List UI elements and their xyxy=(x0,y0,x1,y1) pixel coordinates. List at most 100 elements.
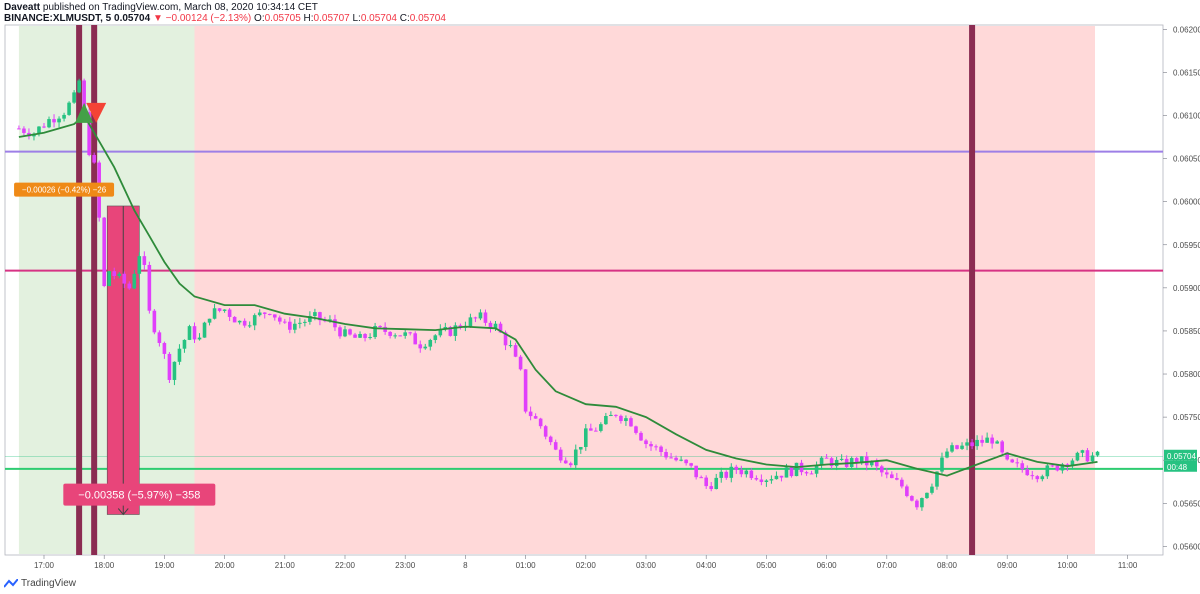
candle[interactable] xyxy=(985,437,989,443)
candle[interactable] xyxy=(162,342,167,354)
candle[interactable] xyxy=(438,329,443,336)
candle[interactable] xyxy=(854,458,859,464)
candle[interactable] xyxy=(955,445,959,449)
candle[interactable] xyxy=(533,416,538,419)
candle[interactable] xyxy=(624,418,628,422)
candle[interactable] xyxy=(518,356,523,370)
candle[interactable] xyxy=(348,329,352,335)
candle[interactable] xyxy=(177,348,182,362)
candle[interactable] xyxy=(428,339,433,347)
candle[interactable] xyxy=(674,457,678,461)
candle[interactable] xyxy=(343,329,347,337)
candle[interactable] xyxy=(784,467,789,478)
candle[interactable] xyxy=(664,452,668,458)
candle[interactable] xyxy=(684,459,688,464)
candle[interactable] xyxy=(864,456,869,466)
candle[interactable] xyxy=(368,337,372,339)
candle[interactable] xyxy=(694,465,698,478)
candle[interactable] xyxy=(769,479,774,481)
candle[interactable] xyxy=(834,459,839,467)
candle[interactable] xyxy=(358,334,362,338)
candle[interactable] xyxy=(293,323,297,330)
candle[interactable] xyxy=(935,471,939,487)
candle[interactable] xyxy=(197,337,202,340)
candle[interactable] xyxy=(679,459,683,461)
candle[interactable] xyxy=(448,326,453,336)
sell-signal-icon[interactable] xyxy=(86,102,107,123)
candle[interactable] xyxy=(503,332,508,346)
candle[interactable] xyxy=(704,477,708,487)
candle[interactable] xyxy=(328,319,332,321)
candle[interactable] xyxy=(137,256,142,274)
candle[interactable] xyxy=(699,477,703,479)
candle[interactable] xyxy=(1020,463,1025,470)
candle[interactable] xyxy=(990,437,994,444)
candle[interactable] xyxy=(869,461,874,466)
buy-signal-icon[interactable] xyxy=(75,102,94,123)
candle[interactable] xyxy=(945,451,949,458)
candle[interactable] xyxy=(779,475,784,478)
candle[interactable] xyxy=(82,80,86,113)
candle[interactable] xyxy=(117,273,122,276)
author-name[interactable]: Daveatt xyxy=(4,2,41,13)
candle[interactable] xyxy=(478,312,483,319)
candle[interactable] xyxy=(308,315,312,322)
candle[interactable] xyxy=(589,428,593,431)
candle[interactable] xyxy=(493,323,498,329)
candle[interactable] xyxy=(548,436,553,443)
candle[interactable] xyxy=(578,446,583,450)
candle[interactable] xyxy=(252,315,257,326)
candle[interactable] xyxy=(789,467,794,477)
candle[interactable] xyxy=(558,449,563,461)
candle[interactable] xyxy=(453,325,458,336)
candle[interactable] xyxy=(809,473,814,475)
candle[interactable] xyxy=(338,327,342,337)
candle[interactable] xyxy=(42,126,46,128)
candle[interactable] xyxy=(995,441,999,444)
candle[interactable] xyxy=(940,457,944,472)
candle[interactable] xyxy=(759,479,764,482)
candle[interactable] xyxy=(910,496,914,501)
candle[interactable] xyxy=(925,492,929,499)
candle[interactable] xyxy=(92,155,96,163)
candle[interactable] xyxy=(819,457,824,466)
candle[interactable] xyxy=(930,486,934,493)
candle[interactable] xyxy=(975,439,979,447)
candle[interactable] xyxy=(614,414,618,416)
candle[interactable] xyxy=(247,325,252,327)
candle[interactable] xyxy=(754,478,759,480)
candle[interactable] xyxy=(17,128,21,130)
candle[interactable] xyxy=(433,335,438,340)
candle[interactable] xyxy=(920,498,924,508)
candle[interactable] xyxy=(403,332,407,336)
candle[interactable] xyxy=(157,332,162,343)
candle[interactable] xyxy=(654,446,658,448)
candle[interactable] xyxy=(127,283,132,289)
candle[interactable] xyxy=(729,466,734,478)
symbol-label[interactable]: BINANCE:XLMUSDT, 5 xyxy=(4,13,112,24)
candle[interactable] xyxy=(262,312,267,314)
candle[interactable] xyxy=(513,345,518,357)
candle[interactable] xyxy=(538,418,543,427)
candle[interactable] xyxy=(72,92,76,103)
candle[interactable] xyxy=(1070,460,1075,467)
candle[interactable] xyxy=(1075,452,1080,461)
candle[interactable] xyxy=(749,470,754,479)
candle[interactable] xyxy=(393,335,397,337)
candle[interactable] xyxy=(508,345,513,347)
candle[interactable] xyxy=(1065,464,1070,467)
candle[interactable] xyxy=(905,486,909,497)
candle[interactable] xyxy=(874,461,879,467)
candle[interactable] xyxy=(1010,459,1015,463)
candle[interactable] xyxy=(22,128,26,133)
candle[interactable] xyxy=(52,119,56,123)
candle[interactable] xyxy=(212,308,217,319)
candle[interactable] xyxy=(77,80,81,93)
candle[interactable] xyxy=(890,474,894,479)
candle[interactable] xyxy=(107,271,112,287)
signal-bar-0[interactable] xyxy=(76,25,83,555)
candle[interactable] xyxy=(87,112,91,156)
candle[interactable] xyxy=(543,426,548,437)
candle[interactable] xyxy=(353,334,357,338)
